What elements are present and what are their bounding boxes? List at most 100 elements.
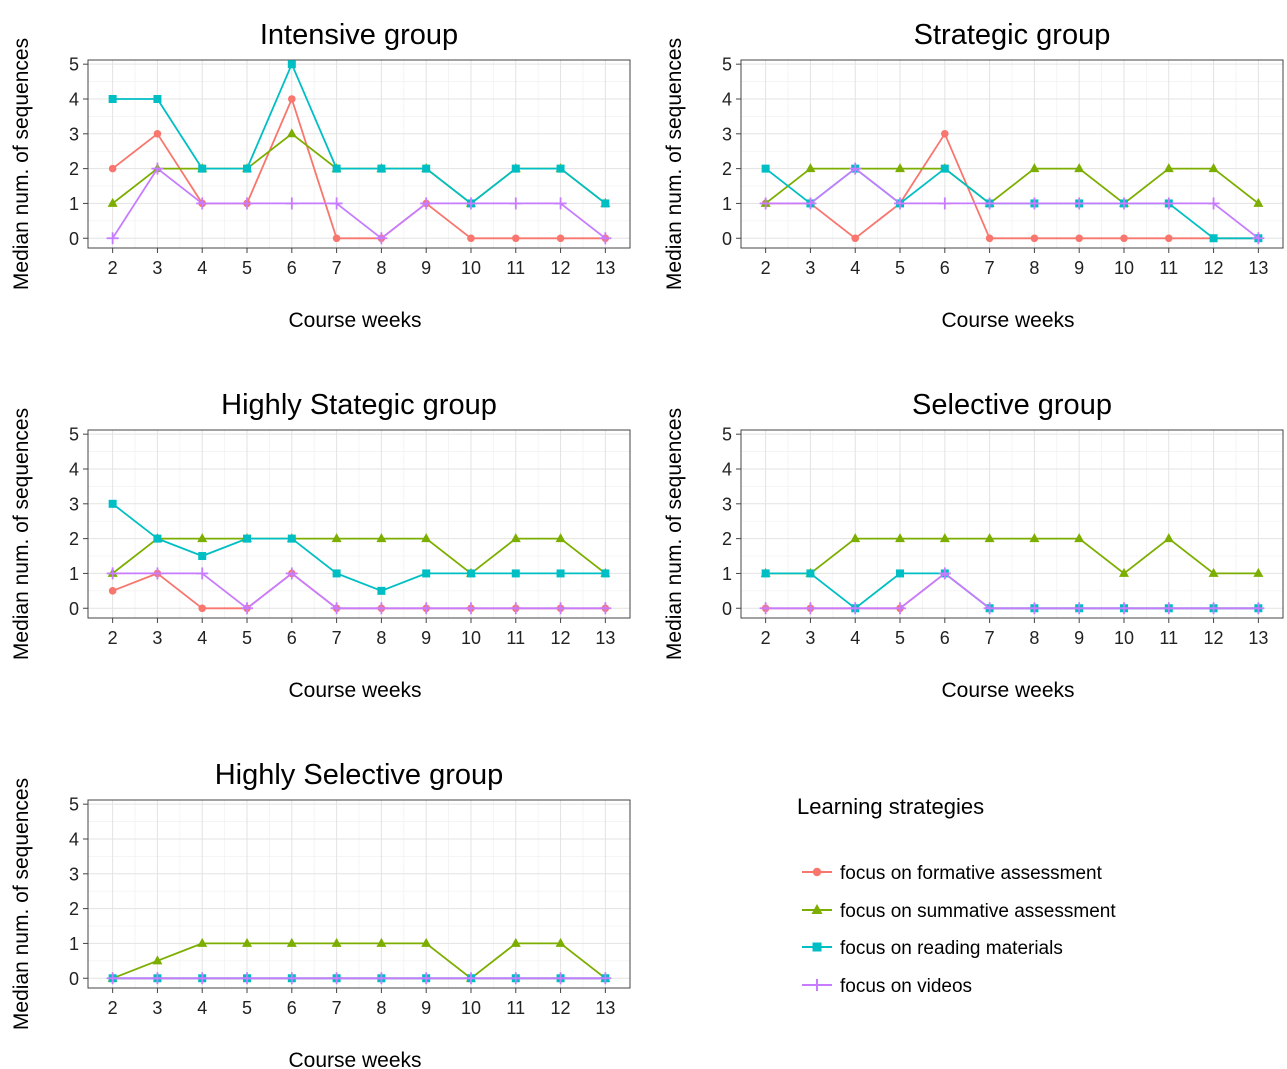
chart-title: Highly Stategic group xyxy=(221,389,497,421)
data-point-videos xyxy=(375,972,388,985)
data-point-videos xyxy=(464,602,477,615)
data-point-summative xyxy=(510,937,521,947)
data-point-formative xyxy=(153,130,162,138)
data-point-summative xyxy=(555,937,566,947)
data-point-summative xyxy=(331,937,342,947)
series-videos xyxy=(106,567,612,615)
x-tick-label: 4 xyxy=(850,258,860,278)
x-tick-label: 13 xyxy=(595,628,615,648)
plot-border xyxy=(740,429,1284,619)
y-tick-label: 3 xyxy=(722,124,732,144)
y-tick-label: 2 xyxy=(722,529,732,549)
series-line-videos xyxy=(765,572,1259,610)
data-point-videos xyxy=(509,972,522,985)
data-point-videos xyxy=(1162,602,1175,615)
data-point-videos xyxy=(849,162,862,175)
data-point-formative xyxy=(198,604,207,613)
data-point-videos xyxy=(1028,602,1041,615)
data-point-videos xyxy=(759,602,772,615)
plot-border xyxy=(87,799,631,989)
data-point-videos xyxy=(330,972,343,985)
data-point-summative xyxy=(107,197,118,207)
x-tick-label: 6 xyxy=(940,258,950,278)
series-line-reading xyxy=(112,503,606,592)
data-point-videos xyxy=(938,567,951,580)
data-point-summative xyxy=(242,937,253,947)
data-point-videos xyxy=(420,602,433,615)
data-point-videos xyxy=(151,972,164,985)
y-tick-label: 0 xyxy=(69,969,79,989)
x-tick-label: 7 xyxy=(985,628,995,648)
data-point-videos xyxy=(554,197,567,210)
data-point-reading xyxy=(511,164,520,173)
x-tick-label: 9 xyxy=(1074,258,1084,278)
x-tick-label: 4 xyxy=(197,258,207,278)
series-formative xyxy=(108,95,610,243)
y-tick-label: 5 xyxy=(722,55,732,75)
data-point-reading xyxy=(422,569,431,578)
y-axis-title: Median num. of sequences xyxy=(10,408,33,660)
data-point-videos xyxy=(509,197,522,210)
data-point-summative xyxy=(984,533,995,543)
y-tick-label: 5 xyxy=(69,425,79,445)
legend-label-formative: focus on formative assessment xyxy=(840,863,1103,884)
x-tick-label: 8 xyxy=(376,628,386,648)
series-line-summative xyxy=(112,537,606,575)
x-tick-label: 9 xyxy=(421,628,431,648)
data-point-videos xyxy=(106,232,119,245)
data-point-formative xyxy=(511,234,520,243)
x-axis-title: Course weeks xyxy=(288,309,421,332)
y-axis-title: Median num. of sequences xyxy=(10,38,33,290)
plot-border xyxy=(87,59,631,249)
data-point-reading xyxy=(377,586,386,595)
series-reading xyxy=(108,499,610,595)
x-tick-label: 13 xyxy=(595,998,615,1018)
data-point-reading xyxy=(940,164,949,173)
data-point-summative xyxy=(555,533,566,543)
y-axis-title: Median num. of sequences xyxy=(663,38,686,290)
x-tick-label: 12 xyxy=(551,628,571,648)
y-tick-label: 0 xyxy=(69,599,79,619)
data-point-reading xyxy=(153,534,162,543)
series-line-reading xyxy=(112,63,606,205)
data-point-reading xyxy=(601,199,610,208)
data-point-videos xyxy=(1028,197,1041,210)
data-point-summative xyxy=(331,533,342,543)
x-tick-label: 11 xyxy=(506,998,525,1018)
data-point-summative xyxy=(286,937,297,947)
data-point-videos xyxy=(759,197,772,210)
legend-item-reading: focus on reading materials xyxy=(802,938,1063,959)
x-tick-label: 7 xyxy=(332,998,342,1018)
x-tick-label: 3 xyxy=(805,258,815,278)
y-tick-label: 4 xyxy=(69,89,79,109)
x-tick-label: 8 xyxy=(376,258,386,278)
data-point-videos xyxy=(1073,602,1086,615)
data-point-formative xyxy=(332,234,341,243)
x-tick-label: 3 xyxy=(805,628,815,648)
y-tick-label: 2 xyxy=(69,899,79,919)
x-axis-title: Course weeks xyxy=(941,679,1074,702)
y-tick-label: 5 xyxy=(69,795,79,815)
data-point-videos xyxy=(285,972,298,985)
x-axis-title: Course weeks xyxy=(288,679,421,702)
y-tick-label: 1 xyxy=(69,564,79,584)
data-point-formative xyxy=(108,164,117,173)
data-point-summative xyxy=(895,533,906,543)
data-point-summative xyxy=(1253,197,1264,207)
data-point-videos xyxy=(330,197,343,210)
data-point-formative xyxy=(108,587,117,595)
x-tick-label: 2 xyxy=(761,258,771,278)
data-point-summative xyxy=(1118,567,1129,577)
x-tick-label: 6 xyxy=(287,998,297,1018)
legend: Learning strategies focus on formative a… xyxy=(797,794,1116,997)
x-tick-label: 11 xyxy=(506,258,525,278)
x-tick-label: 2 xyxy=(108,628,118,648)
x-tick-label: 5 xyxy=(242,258,252,278)
data-point-videos xyxy=(241,197,254,210)
x-tick-label: 4 xyxy=(197,628,207,648)
